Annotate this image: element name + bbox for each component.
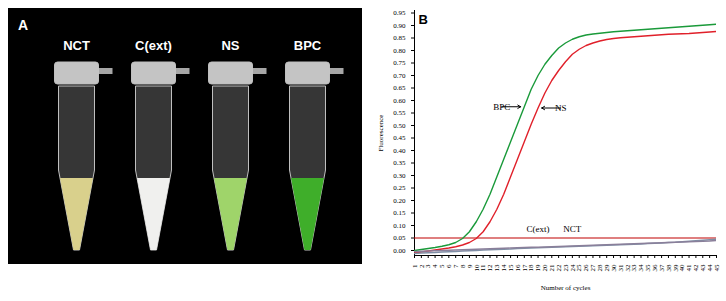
svg-text:45: 45 bbox=[713, 264, 721, 272]
svg-text:19: 19 bbox=[534, 264, 543, 272]
svg-text:0.20: 0.20 bbox=[393, 197, 406, 205]
svg-text:0.45: 0.45 bbox=[393, 134, 406, 142]
svg-text:0.05: 0.05 bbox=[393, 234, 406, 242]
svg-text:C(ext): C(ext) bbox=[135, 38, 172, 53]
svg-text:34: 34 bbox=[637, 264, 646, 272]
svg-text:6: 6 bbox=[445, 264, 454, 268]
svg-text:Fluorescence: Fluorescence bbox=[377, 115, 385, 152]
svg-text:38: 38 bbox=[664, 264, 673, 272]
svg-text:20: 20 bbox=[541, 264, 550, 272]
svg-text:0.75: 0.75 bbox=[393, 59, 406, 67]
svg-text:39: 39 bbox=[671, 264, 680, 272]
svg-text:7: 7 bbox=[451, 264, 460, 268]
svg-text:42: 42 bbox=[692, 264, 701, 272]
svg-text:26: 26 bbox=[582, 264, 591, 272]
svg-text:27: 27 bbox=[589, 264, 598, 272]
svg-text:0.00: 0.00 bbox=[393, 247, 406, 255]
svg-text:32: 32 bbox=[623, 264, 632, 272]
svg-text:16: 16 bbox=[513, 264, 522, 272]
svg-text:0.30: 0.30 bbox=[393, 172, 406, 180]
svg-text:A: A bbox=[18, 17, 28, 33]
svg-text:3: 3 bbox=[424, 264, 433, 268]
svg-text:B: B bbox=[419, 12, 428, 27]
svg-text:5: 5 bbox=[438, 264, 447, 268]
svg-text:17: 17 bbox=[520, 264, 529, 272]
svg-text:0.85: 0.85 bbox=[393, 34, 406, 42]
svg-text:0.10: 0.10 bbox=[393, 222, 406, 230]
svg-text:0.55: 0.55 bbox=[393, 109, 406, 117]
svg-text:0.25: 0.25 bbox=[393, 184, 406, 192]
svg-text:43: 43 bbox=[699, 264, 707, 272]
svg-text:0.40: 0.40 bbox=[393, 147, 406, 155]
svg-text:23: 23 bbox=[561, 264, 570, 272]
svg-text:35: 35 bbox=[644, 264, 653, 272]
svg-text:0.50: 0.50 bbox=[393, 122, 406, 130]
svg-text:4: 4 bbox=[431, 264, 440, 268]
svg-text:9: 9 bbox=[465, 264, 474, 268]
svg-text:12: 12 bbox=[486, 264, 495, 272]
svg-text:NCT: NCT bbox=[563, 224, 582, 234]
svg-text:2: 2 bbox=[417, 264, 426, 268]
svg-text:1: 1 bbox=[410, 264, 419, 268]
svg-text:22: 22 bbox=[554, 264, 563, 272]
svg-text:13: 13 bbox=[493, 264, 502, 272]
svg-text:36: 36 bbox=[651, 264, 659, 272]
svg-text:25: 25 bbox=[575, 264, 584, 272]
svg-text:BPC: BPC bbox=[493, 102, 510, 112]
svg-text:14: 14 bbox=[500, 264, 508, 272]
svg-text:0.60: 0.60 bbox=[393, 97, 406, 105]
svg-text:0.35: 0.35 bbox=[393, 159, 406, 167]
svg-text:10: 10 bbox=[472, 264, 481, 272]
svg-text:30: 30 bbox=[609, 264, 618, 272]
svg-text:11: 11 bbox=[479, 264, 488, 272]
svg-text:C(ext): C(ext) bbox=[527, 224, 550, 234]
svg-text:8: 8 bbox=[458, 264, 467, 268]
svg-text:18: 18 bbox=[527, 264, 536, 272]
svg-text:24: 24 bbox=[568, 264, 577, 272]
svg-text:15: 15 bbox=[506, 264, 515, 272]
svg-text:37: 37 bbox=[657, 264, 666, 272]
svg-text:0.65: 0.65 bbox=[393, 84, 406, 92]
svg-text:0.15: 0.15 bbox=[393, 209, 406, 217]
svg-text:31: 31 bbox=[616, 264, 625, 272]
svg-text:21: 21 bbox=[548, 264, 556, 272]
svg-text:NS: NS bbox=[555, 103, 567, 113]
svg-text:NS: NS bbox=[221, 38, 239, 53]
svg-text:28: 28 bbox=[596, 264, 605, 272]
svg-text:NCT: NCT bbox=[63, 38, 90, 53]
svg-text:0.80: 0.80 bbox=[393, 47, 406, 55]
svg-text:40: 40 bbox=[678, 264, 687, 272]
svg-text:33: 33 bbox=[630, 264, 639, 272]
svg-text:Number of cycles: Number of cycles bbox=[541, 284, 591, 292]
svg-text:BPC: BPC bbox=[294, 38, 322, 53]
svg-text:41: 41 bbox=[685, 264, 694, 272]
svg-text:29: 29 bbox=[602, 264, 611, 272]
svg-text:0.70: 0.70 bbox=[393, 72, 406, 80]
svg-text:0.90: 0.90 bbox=[393, 22, 406, 30]
svg-text:0.95: 0.95 bbox=[393, 9, 406, 17]
svg-text:44: 44 bbox=[705, 264, 714, 272]
